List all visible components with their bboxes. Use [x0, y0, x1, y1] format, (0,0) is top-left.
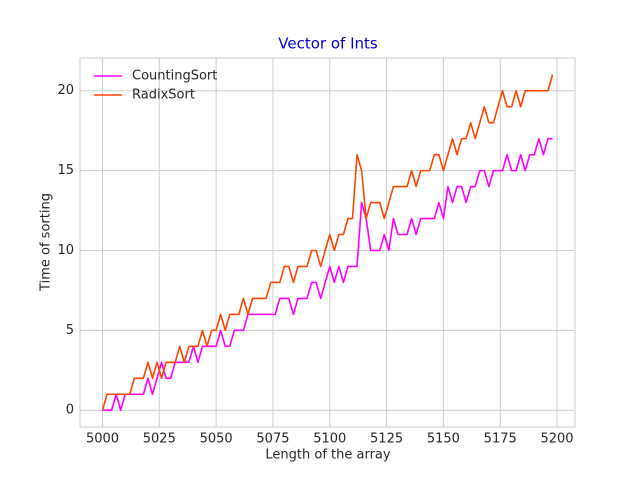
y-tick-label: 0 [66, 403, 74, 418]
x-tick-label: 5150 [427, 432, 460, 447]
x-tick-label: 5200 [540, 432, 573, 447]
legend-label: CountingSort [132, 69, 217, 84]
y-tick-label: 15 [57, 163, 74, 178]
plot-frame [79, 57, 576, 428]
x-tick-label: 5050 [200, 432, 233, 447]
x-tick-label: 5000 [86, 432, 119, 447]
series-line [102, 137, 553, 412]
series-line [101, 74, 554, 411]
y-axis-label: Time of sorting [39, 193, 54, 292]
x-tick-label: 5175 [484, 432, 517, 447]
chart-title: Vector of Ints [278, 35, 378, 53]
x-tick-label: 5025 [143, 432, 176, 447]
x-axis-label: Length of the array [265, 448, 390, 463]
y-tick-label: 20 [57, 83, 74, 98]
y-tick-label: 10 [57, 243, 74, 258]
x-tick-label: 5075 [256, 432, 289, 447]
legend-label: RadixSort [132, 88, 195, 103]
x-tick-label: 5125 [370, 432, 403, 447]
y-tick-label: 5 [66, 323, 74, 338]
x-tick-label: 5100 [313, 432, 346, 447]
